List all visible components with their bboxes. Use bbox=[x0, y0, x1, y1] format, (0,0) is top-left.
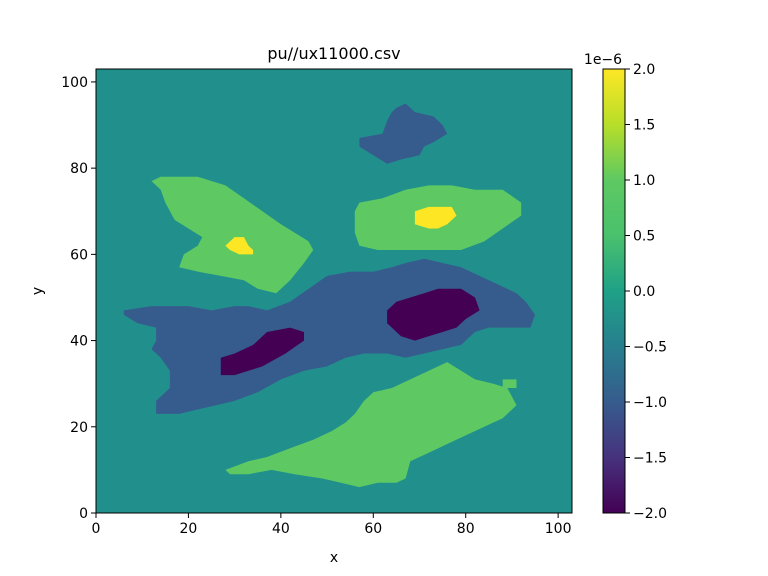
y-tick-label: 20 bbox=[70, 420, 88, 436]
heatmap-region-negative-north bbox=[359, 103, 448, 164]
colorbar-tick-label: 1.5 bbox=[633, 118, 655, 134]
colorbar-tick-label: 2.0 bbox=[633, 62, 655, 78]
y-axis-label: y bbox=[30, 287, 46, 295]
x-tick-label: 100 bbox=[545, 521, 572, 537]
x-tick-label: 60 bbox=[364, 521, 382, 537]
chart-title: pu//ux11000.csv bbox=[267, 44, 400, 63]
y-tick-label: 100 bbox=[61, 75, 88, 91]
heatmap-region-positive-max-northeast bbox=[414, 206, 457, 229]
colorbar-tick-label: 1.0 bbox=[633, 173, 655, 189]
heatmap-region-negative-min-east bbox=[387, 288, 480, 341]
y-tick-label: 60 bbox=[70, 247, 88, 263]
y-tick-label: 40 bbox=[70, 334, 88, 350]
colorbar-tick-label: 0.5 bbox=[633, 229, 655, 245]
plot-frame bbox=[95, 68, 573, 514]
colorbar-ticks: 2.0 1.5 1.0 0.5 0.0 −0.5 −1.0 −1.5 −2.0 bbox=[625, 62, 667, 522]
x-axis: 0 20 40 60 80 100 bbox=[92, 513, 572, 537]
y-axis: 0 20 40 60 80 100 bbox=[61, 75, 96, 522]
colorbar: 2.0 1.5 1.0 0.5 0.0 −0.5 −1.0 −1.5 −2.0 1e−6 bbox=[584, 52, 667, 522]
colorbar-tick-label: 0.0 bbox=[633, 284, 655, 300]
heatmap-region-positive-northwest bbox=[151, 176, 314, 294]
colorbar-tick-label: −0.5 bbox=[633, 340, 667, 356]
colorbar-gradient bbox=[603, 69, 625, 513]
heatmap-region-positive-east-speck bbox=[502, 379, 517, 388]
colorbar-tick-label: −2.0 bbox=[633, 506, 667, 522]
y-tick-label: 0 bbox=[79, 506, 88, 522]
colorbar-scale-label: 1e−6 bbox=[584, 52, 622, 68]
x-tick-label: 20 bbox=[180, 521, 198, 537]
y-tick-label: 80 bbox=[70, 161, 88, 177]
x-tick-label: 40 bbox=[272, 521, 290, 537]
heatmap-regions bbox=[123, 103, 535, 488]
x-tick-label: 0 bbox=[92, 521, 101, 537]
plot-area bbox=[95, 68, 573, 514]
heatmap-region-negative-min-west bbox=[220, 327, 304, 376]
colorbar-tick-label: −1.0 bbox=[633, 395, 667, 411]
heatmap-region-positive-max-northwest bbox=[225, 237, 254, 255]
heatmap-region-positive-south bbox=[225, 362, 517, 488]
x-axis-label: x bbox=[330, 550, 338, 566]
x-tick-label: 80 bbox=[457, 521, 475, 537]
colorbar-tick-label: −1.5 bbox=[633, 451, 667, 467]
